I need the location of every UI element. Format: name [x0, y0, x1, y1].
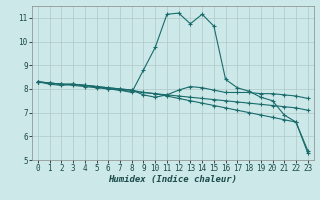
X-axis label: Humidex (Indice chaleur): Humidex (Indice chaleur) — [108, 175, 237, 184]
